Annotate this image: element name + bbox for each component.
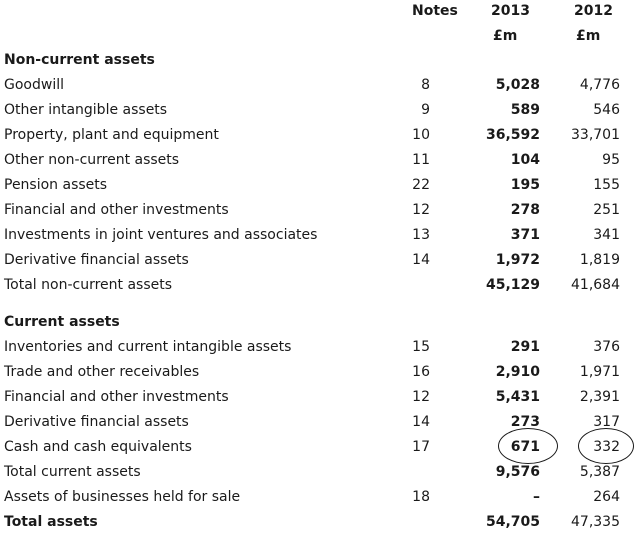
table-row: Derivative financial assets 14 1,972 1,8…	[0, 251, 640, 276]
row-note: 14	[412, 414, 430, 430]
row-value-2012: 95	[602, 152, 620, 168]
row-label: Derivative financial assets	[4, 252, 189, 268]
row-value-2012: 264	[593, 489, 620, 505]
row-label: Investments in joint ventures and associ…	[4, 227, 318, 243]
table-row: Property, plant and equipment 10 36,592 …	[0, 126, 640, 151]
row-value-2013: 371	[510, 227, 540, 243]
row-value-2012: 5,387	[579, 464, 620, 480]
row-value-2012: 47,335	[571, 514, 620, 530]
unit-2012-header: £m	[576, 28, 601, 44]
row-note: 12	[412, 202, 430, 218]
row-label: Trade and other receivables	[4, 364, 200, 380]
row-note: 18	[412, 489, 430, 505]
row-value-2013: 2,910	[495, 364, 540, 380]
row-value-2013: 9,576	[495, 464, 540, 480]
table-row: Other intangible assets 9 589 546	[0, 101, 640, 126]
row-label: Total non-current assets	[4, 277, 173, 293]
highlight-circle-2013-cash	[498, 428, 558, 464]
row-label: Inventories and current intangible asset…	[4, 339, 292, 355]
row-label: Derivative financial assets	[4, 414, 189, 430]
table-row: Trade and other receivables 16 2,910 1,9…	[0, 363, 640, 388]
row-label: Pension assets	[4, 177, 108, 193]
table-row: Financial and other investments 12 5,431…	[0, 388, 640, 413]
highlight-circle-2012-cash	[578, 428, 634, 464]
row-note: 12	[412, 389, 430, 405]
row-value-2012: 251	[593, 202, 620, 218]
row-label: Other non-current assets	[4, 152, 180, 168]
row-label: Total current assets	[4, 464, 141, 480]
row-value-2013: 278	[510, 202, 540, 218]
row-value-2013: 5,431	[495, 389, 540, 405]
row-value-2012: 341	[593, 227, 620, 243]
row-value-2012: 33,701	[571, 127, 620, 143]
row-note: 16	[412, 364, 430, 380]
table-row: Goodwill 8 5,028 4,776	[0, 76, 640, 101]
row-note: 15	[412, 339, 430, 355]
row-note: 22	[412, 177, 430, 193]
year-2013-header: 2013	[491, 3, 530, 19]
row-label: Other intangible assets	[4, 102, 168, 118]
row-value-2013: 45,129	[485, 277, 540, 293]
row-label: Cash and cash equivalents	[4, 439, 192, 455]
row-note: 13	[412, 227, 430, 243]
row-value-2012: 1,819	[579, 252, 620, 268]
notes-column-header: Notes	[412, 3, 458, 19]
row-value-2013: 291	[510, 339, 540, 355]
row-value-2013: –	[533, 489, 540, 505]
table-row: Pension assets 22 195 155	[0, 176, 640, 201]
year-2012-header: 2012	[574, 3, 613, 19]
row-value-2012: 1,971	[579, 364, 620, 380]
row-value-2013: 5,028	[495, 77, 540, 93]
row-value-2013: 36,592	[485, 127, 540, 143]
row-value-2013: 589	[510, 102, 540, 118]
row-note: 8	[421, 77, 430, 93]
row-value-2013: 104	[510, 152, 540, 168]
table-row: Inventories and current intangible asset…	[0, 338, 640, 363]
row-value-2013: 54,705	[485, 514, 540, 530]
row-value-2013: 195	[510, 177, 540, 193]
row-label: Property, plant and equipment	[4, 127, 219, 143]
table-row: Investments in joint ventures and associ…	[0, 226, 640, 251]
row-note: 17	[412, 439, 430, 455]
row-value-2013: 1,972	[495, 252, 540, 268]
table-row: Derivative financial assets 14 273 317	[0, 413, 640, 438]
unit-2013-header: £m	[493, 28, 518, 44]
table-row-total-assets: Total assets 54,705 47,335	[0, 513, 640, 538]
row-label: Total assets	[4, 514, 98, 530]
row-value-2012: 41,684	[571, 277, 620, 293]
row-note: 9	[421, 102, 430, 118]
table-row-total-current: Total current assets 9,576 5,387	[0, 463, 640, 488]
row-label: Financial and other investments	[4, 202, 229, 218]
table-row: Financial and other investments 12 278 2…	[0, 201, 640, 226]
row-note: 14	[412, 252, 430, 268]
row-value-2012: 4,776	[579, 77, 620, 93]
row-value-2013: 273	[510, 414, 540, 430]
row-value-2012: 546	[593, 102, 620, 118]
section-title-non-current-assets: Non-current assets	[4, 52, 155, 68]
table-row: Assets of businesses held for sale 18 – …	[0, 488, 640, 513]
row-value-2012: 155	[593, 177, 620, 193]
row-value-2012: 2,391	[579, 389, 620, 405]
section-title-current-assets: Current assets	[4, 314, 120, 330]
row-note: 11	[412, 152, 430, 168]
row-label: Financial and other investments	[4, 389, 229, 405]
table-row: Other non-current assets 11 104 95	[0, 151, 640, 176]
row-note: 10	[412, 127, 430, 143]
row-value-2012: 376	[593, 339, 620, 355]
row-label: Goodwill	[4, 77, 64, 93]
table-row-total-non-current: Total non-current assets 45,129 41,684	[0, 276, 640, 301]
row-label: Assets of businesses held for sale	[4, 489, 241, 505]
row-value-2012: 317	[593, 414, 620, 430]
